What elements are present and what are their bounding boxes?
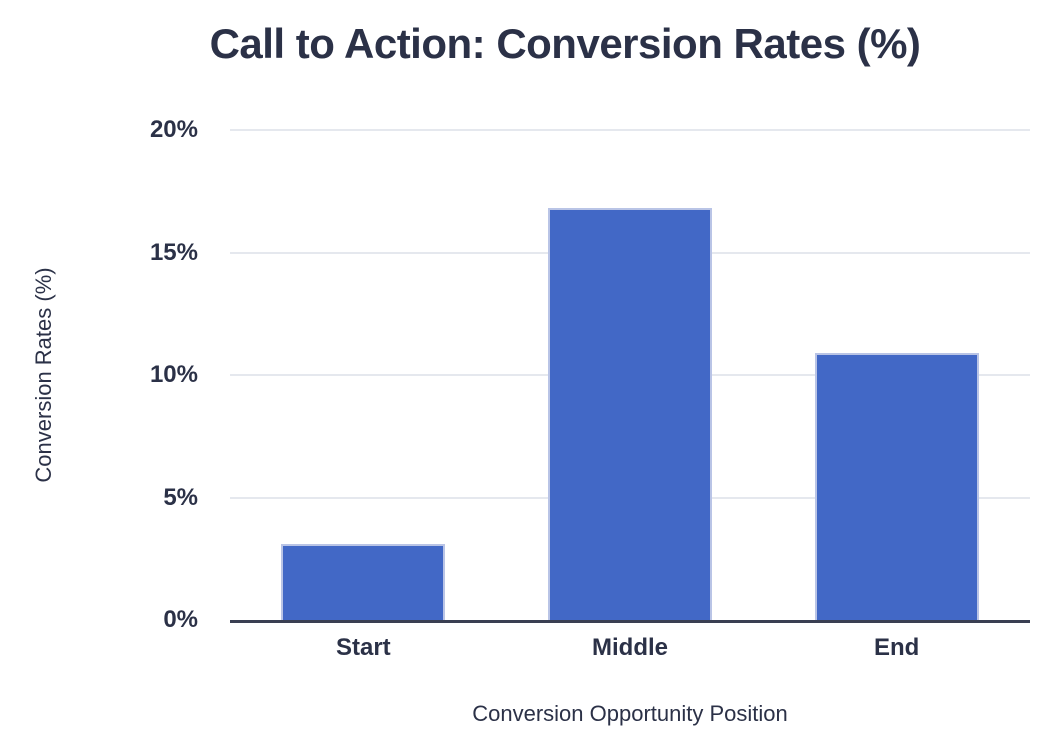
x-axis-title: Conversion Opportunity Position <box>472 701 788 726</box>
bar-start <box>281 544 446 620</box>
x-category-label-middle: Middle <box>592 634 668 661</box>
plot-area: Start Middle End <box>230 129 1030 661</box>
y-tick-label-10%: 10% <box>149 361 198 388</box>
chart-title: Call to Action: Conversion Rates (%) <box>209 20 921 67</box>
bar-end <box>814 352 979 620</box>
y-axis-title: Conversion Rates (%) <box>31 267 56 483</box>
bar-middle <box>548 208 712 620</box>
x-category-label-start: Start <box>335 634 391 661</box>
x-category-label-end: End <box>873 634 920 661</box>
y-tick-label-5%: 5% <box>163 483 198 511</box>
y-tick-label-20%: 20% <box>149 116 198 143</box>
gridline-20% <box>230 129 1030 131</box>
y-tick-label-15%: 15% <box>149 238 198 266</box>
y-tick-label-0%: 0% <box>163 606 198 633</box>
